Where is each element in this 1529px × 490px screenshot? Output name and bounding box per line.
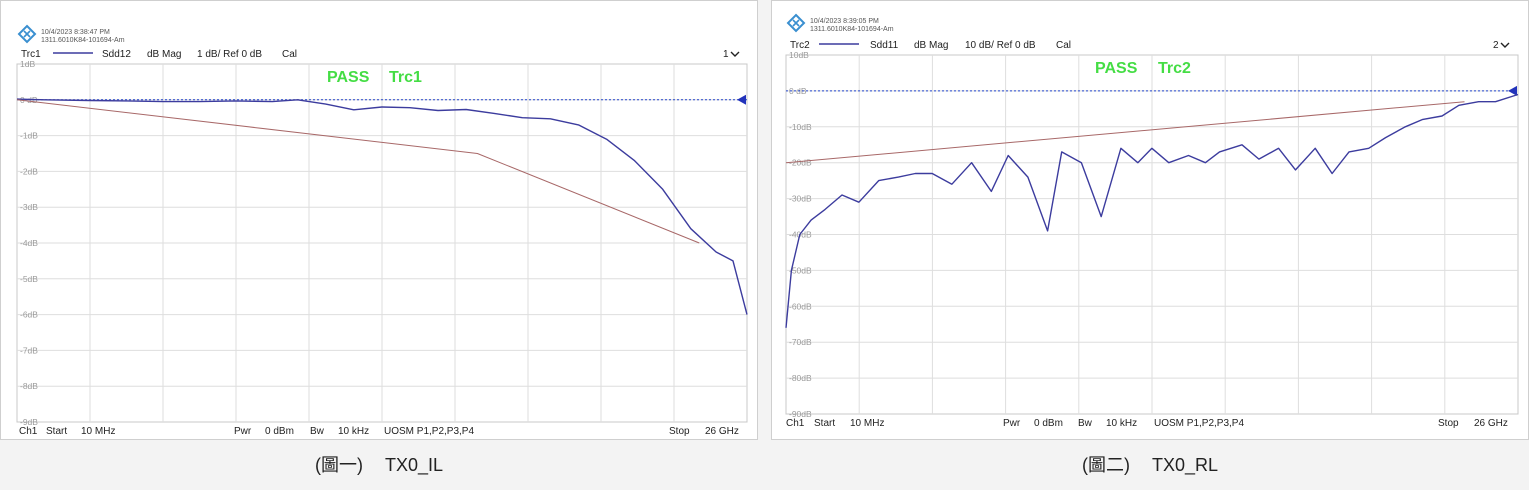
y-tick-label: -9dB xyxy=(20,417,38,427)
caption-number: (圖二) xyxy=(1081,455,1130,475)
rohde-schwarz-logo-icon xyxy=(17,24,37,44)
footer-stop-label: Stop xyxy=(669,426,690,437)
pass-label: PASS xyxy=(1095,60,1138,77)
chevron-down-icon[interactable] xyxy=(1500,42,1510,48)
chevron-down-icon[interactable] xyxy=(730,51,740,57)
pass-trace: Trc1 xyxy=(389,69,422,86)
rohde-schwarz-logo-icon xyxy=(786,13,806,33)
footer-pwr-label: Pwr xyxy=(234,426,252,437)
trace-line-sdd11 xyxy=(785,93,1519,328)
y-tick-label: -4dB xyxy=(20,238,38,248)
y-tick-label: -1dB xyxy=(20,131,38,141)
footer-start-value[interactable]: 10 MHz xyxy=(850,418,884,429)
y-tick-label: -8dB xyxy=(20,381,38,391)
caption-title: TX0_RL xyxy=(1151,455,1219,475)
chart-svg-2: 10/4/2023 8:39:05 PM 1311.6010K84-101694… xyxy=(785,13,1519,429)
pass-trace: Trc2 xyxy=(1158,60,1191,77)
window-number[interactable]: 2 xyxy=(1493,40,1499,51)
trace-format[interactable]: dB Mag xyxy=(147,49,181,60)
trace-parameter[interactable]: Sdd12 xyxy=(102,49,131,60)
footer-bw-label: Bw xyxy=(1078,418,1093,429)
y-tick-label: 0 dB xyxy=(789,86,807,96)
trace-scale[interactable]: 10 dB/ Ref 0 dB xyxy=(965,40,1036,51)
trace-name[interactable]: Trc2 xyxy=(790,40,810,51)
y-tick-label: -3dB xyxy=(20,202,38,212)
footer-pwr-label: Pwr xyxy=(1003,418,1021,429)
y-tick-label: 10dB xyxy=(789,50,809,60)
limit-line xyxy=(785,101,1465,164)
trace-line-sdd12 xyxy=(16,98,748,315)
footer-bw-value[interactable]: 10 kHz xyxy=(338,426,369,437)
reference-marker-icon[interactable] xyxy=(737,94,746,105)
figure-caption-1: (圖一) TX0_IL xyxy=(0,448,758,482)
window-number[interactable]: 1 xyxy=(723,49,729,60)
trace-scale[interactable]: 1 dB/ Ref 0 dB xyxy=(197,49,262,60)
y-tick-label: -10dB xyxy=(789,122,812,132)
footer-stop-value[interactable]: 26 GHz xyxy=(705,426,739,437)
caption-number: (圖一) xyxy=(314,455,363,475)
footer-start-label: Start xyxy=(814,418,835,429)
timestamp: 10/4/2023 8:39:05 PM xyxy=(810,18,879,25)
y-tick-label: -60dB xyxy=(789,301,812,311)
y-tick-label: -90dB xyxy=(789,409,812,419)
chart-panel-2: 10/4/2023 8:39:05 PM 1311.6010K84-101694… xyxy=(771,0,1529,440)
chart-panel-1: 10/4/2023 8:38:47 PM 1311.6010K84-101694… xyxy=(0,0,758,440)
y-tick-label: -5dB xyxy=(20,274,38,284)
footer-uosm: UOSM P1,P2,P3,P4 xyxy=(1154,418,1244,429)
footer-channel: Ch1 xyxy=(786,418,805,429)
trace-parameter[interactable]: Sdd11 xyxy=(870,40,899,51)
footer-uosm: UOSM P1,P2,P3,P4 xyxy=(384,426,474,437)
limit-line xyxy=(16,99,700,244)
trace-name[interactable]: Trc1 xyxy=(21,49,41,60)
y-tick-label: -50dB xyxy=(789,265,812,275)
y-tick-label: -80dB xyxy=(789,373,812,383)
footer-bw-value[interactable]: 10 kHz xyxy=(1106,418,1137,429)
footer-pwr-value[interactable]: 0 dBm xyxy=(1034,418,1063,429)
footer-bw-label: Bw xyxy=(310,426,325,437)
timestamp: 10/4/2023 8:38:47 PM xyxy=(41,29,110,36)
y-tick-label: -30dB xyxy=(789,194,812,204)
y-tick-label: -7dB xyxy=(20,345,38,355)
device-id: 1311.6010K84-101694-Am xyxy=(41,37,125,44)
footer-pwr-value[interactable]: 0 dBm xyxy=(265,426,294,437)
pass-label: PASS xyxy=(327,69,370,86)
footer-start-label: Start xyxy=(46,426,67,437)
footer-stop-value[interactable]: 26 GHz xyxy=(1474,418,1508,429)
y-tick-label: -2dB xyxy=(20,166,38,176)
y-tick-label: -70dB xyxy=(789,337,812,347)
y-tick-label: -6dB xyxy=(20,310,38,320)
reference-marker-icon[interactable] xyxy=(1508,85,1517,96)
caption-title: TX0_IL xyxy=(384,455,444,475)
trace-cal[interactable]: Cal xyxy=(1056,40,1071,51)
y-tick-label: -20dB xyxy=(789,158,812,168)
footer-start-value[interactable]: 10 MHz xyxy=(81,426,115,437)
y-tick-label: 1dB xyxy=(20,59,35,69)
figure-caption-2: (圖二) TX0_RL xyxy=(771,448,1529,482)
chart-svg-1: 10/4/2023 8:38:47 PM 1311.6010K84-101694… xyxy=(16,24,748,437)
trace-cal[interactable]: Cal xyxy=(282,49,297,60)
device-id: 1311.6010K84-101694-Am xyxy=(810,26,894,33)
trace-format[interactable]: dB Mag xyxy=(914,40,948,51)
footer-stop-label: Stop xyxy=(1438,418,1459,429)
footer-channel: Ch1 xyxy=(19,426,38,437)
